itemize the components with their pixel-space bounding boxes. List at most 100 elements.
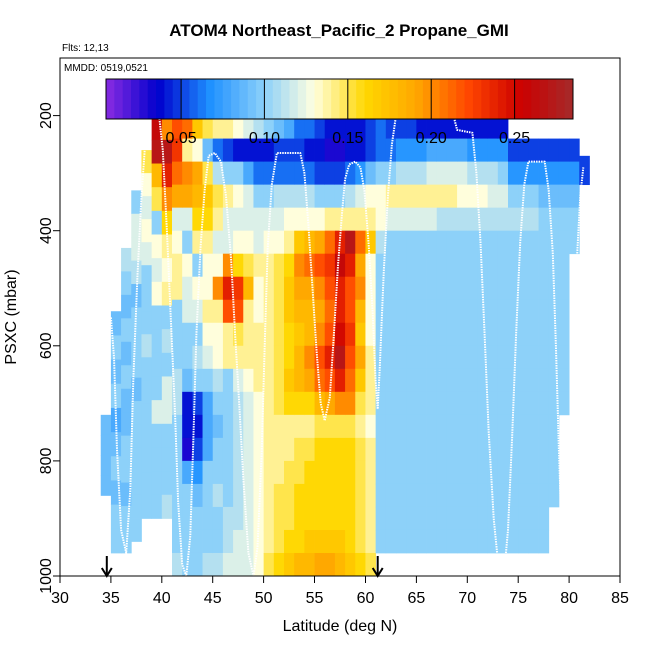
heatmap-cell	[436, 391, 448, 416]
heatmap-cell	[406, 253, 417, 278]
heatmap-cell	[212, 207, 224, 232]
heatmap-cell	[457, 161, 468, 186]
heatmap-cell	[314, 276, 326, 301]
heatmap-cell	[385, 207, 397, 232]
heatmap-cell	[192, 184, 203, 209]
heatmap-cell	[253, 161, 265, 186]
heatmap-cell	[131, 494, 142, 519]
heatmap-cell	[304, 368, 315, 393]
heatmap-cell	[355, 506, 366, 531]
heatmap-cell	[273, 437, 285, 462]
heatmap-cell	[110, 456, 122, 481]
heatmap-cell	[294, 552, 305, 577]
heatmap-cell	[233, 322, 244, 347]
heatmap-cell	[324, 483, 336, 508]
heatmap-cell	[304, 483, 315, 508]
heatmap-cell	[416, 345, 427, 370]
colorbar-swatch	[231, 79, 240, 119]
heatmap-cell	[528, 414, 539, 439]
heatmap-cell	[324, 299, 336, 324]
heatmap-cell	[192, 253, 203, 278]
heatmap-cell	[243, 345, 254, 370]
heatmap-cell	[548, 437, 560, 462]
heatmap-cell	[263, 529, 275, 554]
heatmap-cell	[487, 138, 499, 162]
heatmap-cell	[314, 138, 326, 162]
heatmap-cell	[314, 529, 326, 554]
heatmap-cell	[446, 414, 458, 439]
heatmap-cell	[385, 368, 397, 393]
heatmap-cell	[355, 230, 366, 255]
heatmap-cell	[233, 230, 244, 255]
heatmap-cell	[253, 253, 265, 278]
heatmap-cell	[273, 391, 285, 416]
heatmap-cell	[355, 483, 366, 508]
heatmap-cell	[355, 414, 366, 439]
heatmap-cell	[243, 414, 254, 439]
heatmap-cell	[518, 276, 529, 301]
heatmap-cell	[294, 506, 305, 531]
heatmap-cell	[161, 139, 173, 164]
heatmap-cell	[467, 230, 478, 255]
heatmap-cell	[131, 447, 142, 472]
heatmap-cell	[487, 184, 499, 209]
heatmap-cell	[182, 161, 193, 186]
colorbar-swatch	[189, 79, 199, 119]
colorbar-swatch	[156, 79, 165, 119]
heatmap-cell	[487, 299, 499, 324]
y-axis: 200 400 600 800 1000	[38, 102, 60, 594]
heatmap-cell	[222, 506, 234, 531]
heatmap-cell	[151, 139, 163, 164]
mmdd-label: MMDD: 0519,0521	[64, 63, 148, 74]
heatmap-cell	[284, 437, 295, 462]
heatmap-cell	[141, 311, 153, 335]
heatmap-cell	[273, 368, 285, 393]
heatmap-cell	[477, 253, 489, 278]
heatmap-cell	[467, 460, 478, 485]
heatmap-cell	[222, 230, 234, 255]
heatmap-cell	[243, 552, 254, 577]
heatmap-cell	[121, 482, 132, 507]
heatmap-cell	[284, 184, 295, 209]
heatmap-cell	[345, 529, 356, 554]
heatmap-cell	[131, 354, 142, 379]
heatmap-cell	[436, 276, 448, 301]
heatmap-cell	[314, 483, 326, 508]
heatmap-cell	[304, 207, 315, 232]
heatmap-cell	[365, 506, 377, 531]
heatmap-cell	[508, 207, 519, 232]
heatmap-cell	[396, 276, 407, 301]
heatmap-cell	[375, 506, 387, 531]
heatmap-cell	[212, 529, 224, 554]
heatmap-cell	[334, 184, 346, 209]
heatmap-cell	[273, 115, 285, 139]
heatmap-cell	[416, 184, 427, 209]
heatmap-cell	[263, 506, 275, 531]
heatmap-cell	[477, 299, 489, 324]
heatmap-cell	[182, 368, 193, 393]
heatmap-cell	[222, 138, 234, 162]
heatmap-cell	[548, 161, 560, 186]
heatmap-cell	[151, 234, 163, 259]
colorbar-swatch	[497, 79, 507, 119]
heatmap-cell	[406, 276, 417, 301]
colorbar-swatch	[564, 79, 574, 119]
heatmap-cell	[172, 529, 183, 554]
heatmap-cell	[477, 115, 489, 139]
heatmap-cell	[222, 253, 234, 278]
heatmap-cell	[467, 184, 478, 209]
heatmap-cell	[243, 276, 254, 301]
heatmap-cell	[233, 138, 244, 162]
heatmap-cell	[121, 271, 132, 296]
heatmap-cell	[202, 207, 214, 232]
colorbar-swatch	[481, 79, 491, 119]
heatmap-cell	[192, 230, 203, 255]
heatmap-cell	[385, 115, 397, 139]
heatmap-cell	[477, 161, 489, 186]
heatmap-cell	[314, 437, 326, 462]
heatmap-cell	[385, 391, 397, 416]
colorbar-swatch	[247, 79, 257, 119]
heatmap-cell	[528, 207, 539, 232]
heatmap-cell	[294, 460, 305, 485]
heatmap-cell	[416, 460, 427, 485]
